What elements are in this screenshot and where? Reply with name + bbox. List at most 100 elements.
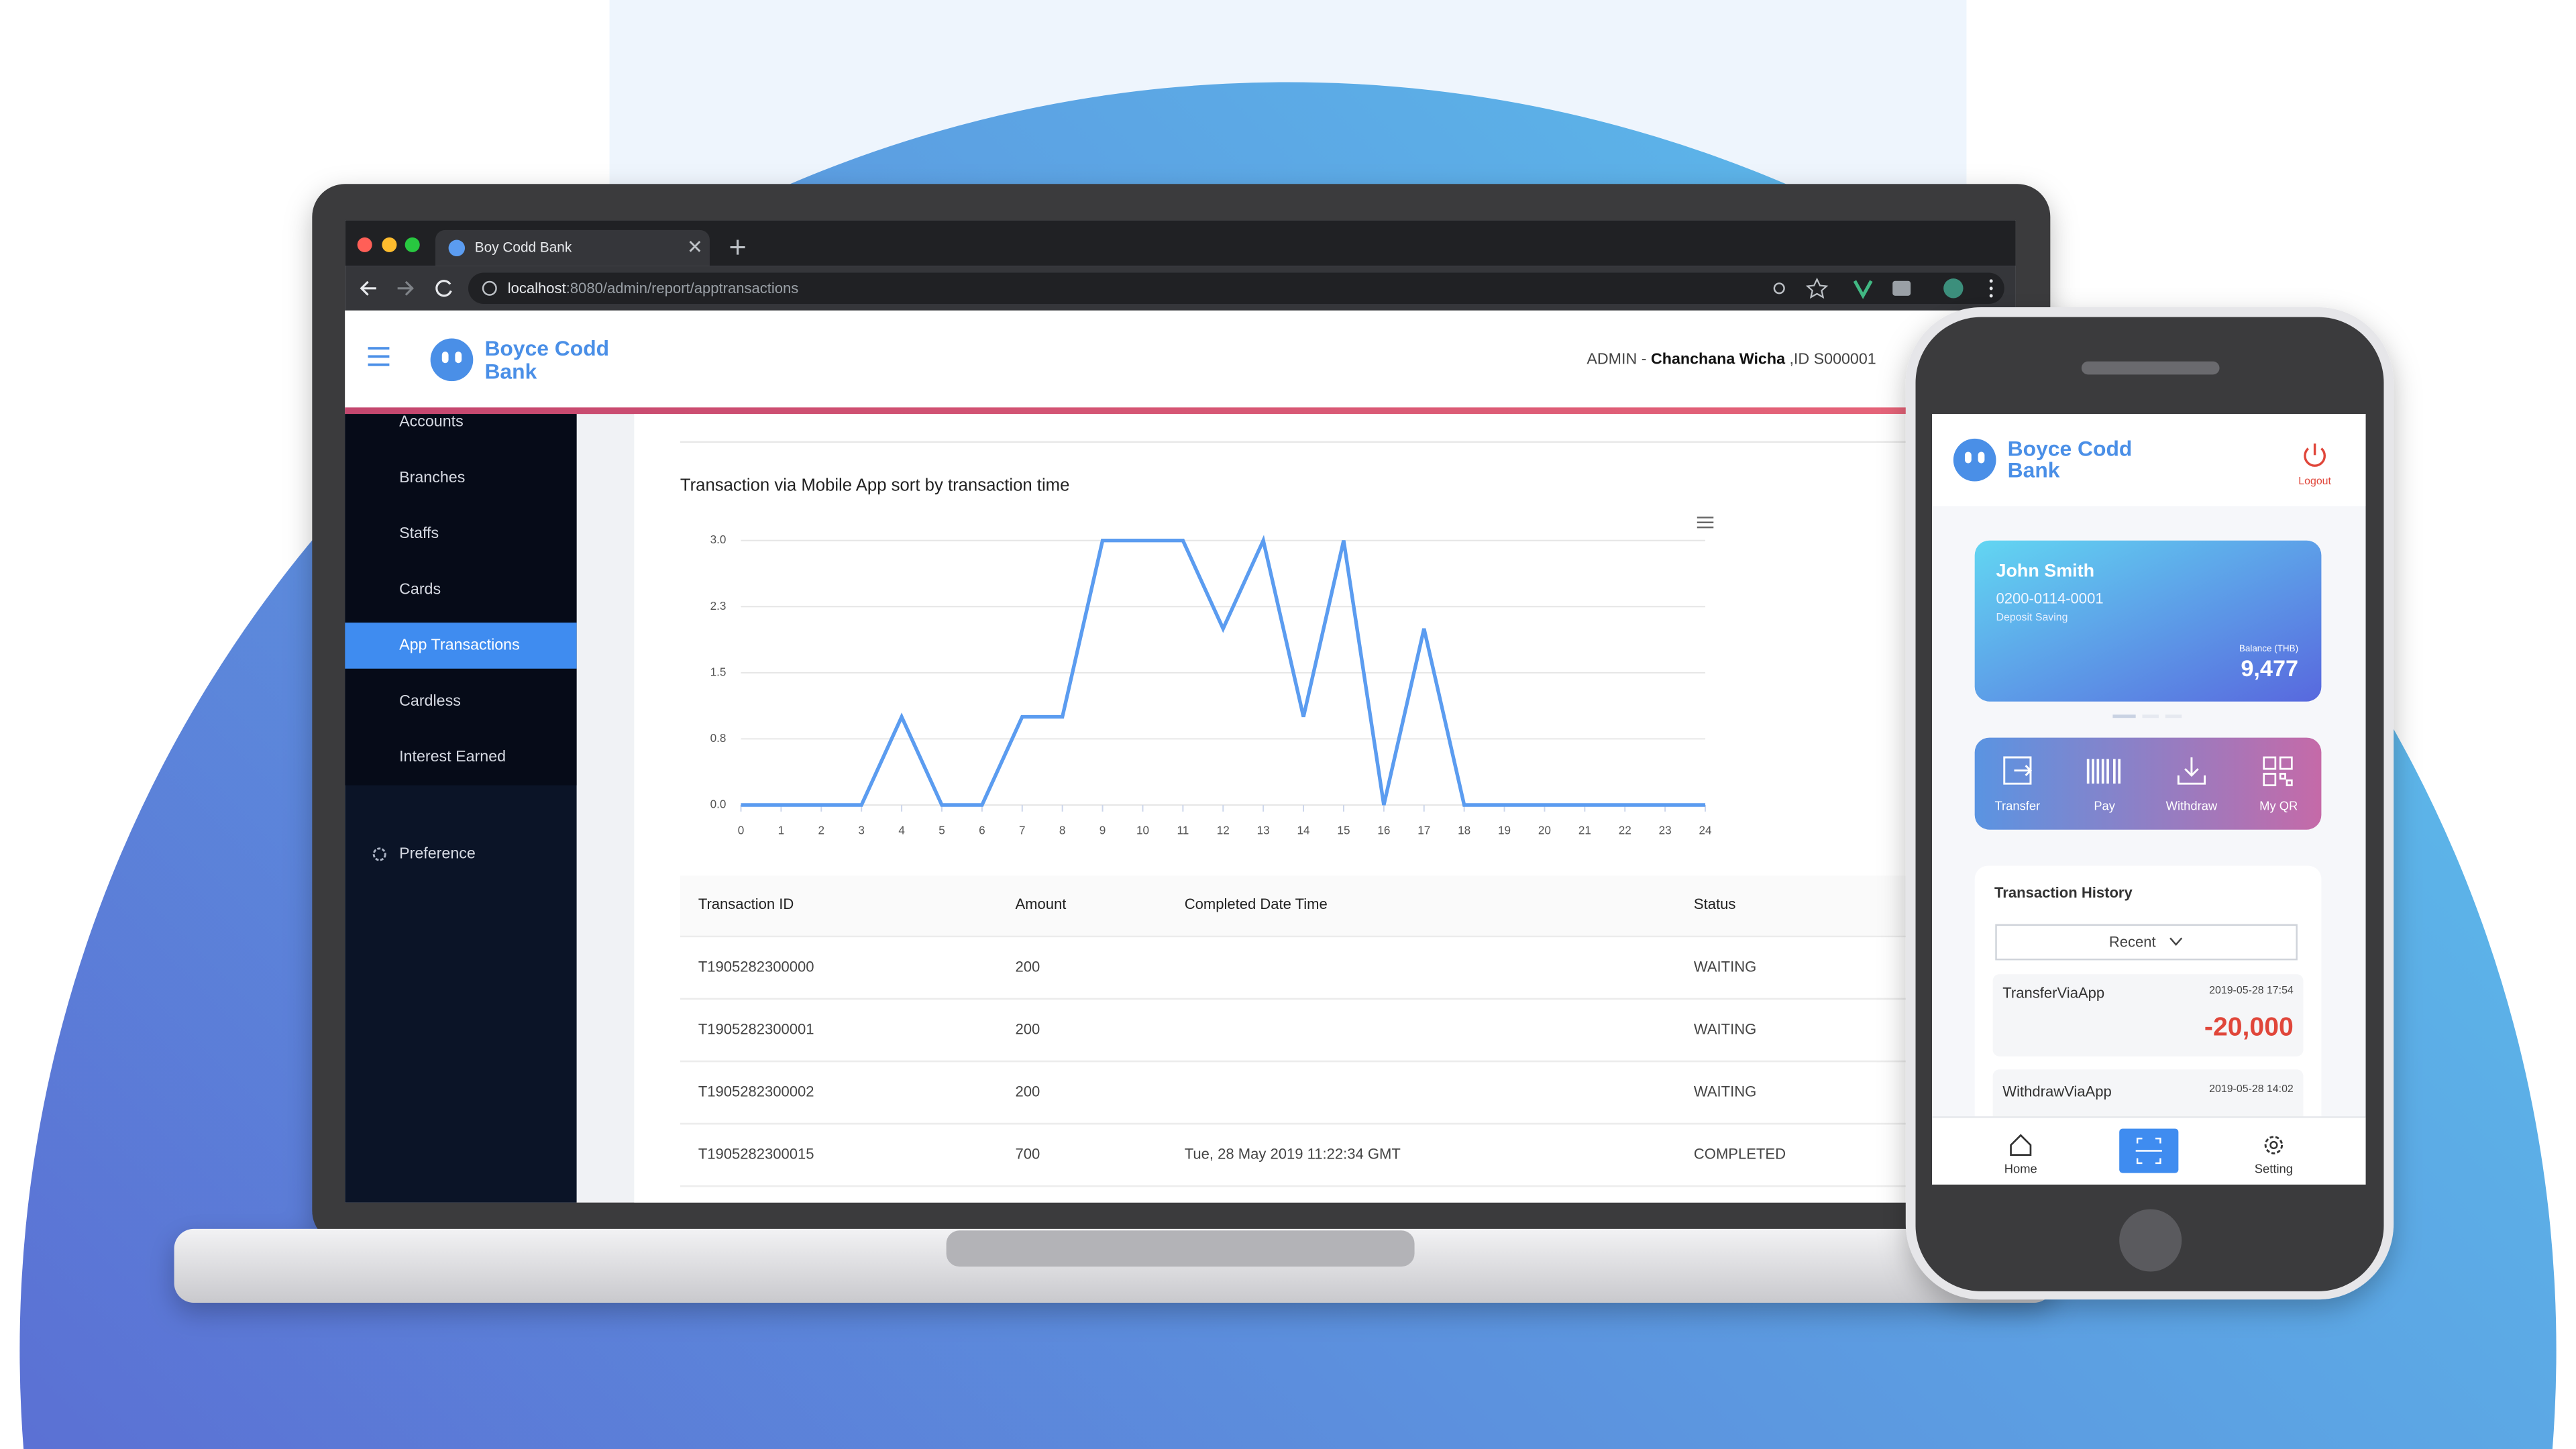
tab-favicon — [448, 239, 466, 257]
x-tick-label: 3 — [858, 824, 865, 837]
table-cell: 200 — [1015, 1083, 1040, 1099]
nav-label[interactable]: Setting — [2255, 1162, 2293, 1176]
table-cell: WAITING — [1694, 1083, 1756, 1099]
action-label[interactable]: Withdraw — [2166, 798, 2218, 812]
vue-devtools-icon[interactable] — [1853, 280, 1873, 299]
pay-icon — [2086, 759, 2121, 784]
x-tick-label: 5 — [938, 824, 945, 837]
user-info: ADMIN - Chanchana Wicha ,ID S000001 — [1587, 350, 1876, 367]
table-cell: T1905282300015 — [698, 1145, 814, 1162]
nav-label[interactable]: Home — [2004, 1162, 2037, 1176]
history-time: 2019-05-28 17:54 — [2209, 985, 2294, 996]
browser-tab[interactable] — [435, 229, 710, 266]
brand-name: Boyce Codd — [484, 336, 609, 360]
x-tick-label: 14 — [1297, 824, 1311, 837]
table-cell: 700 — [1015, 1145, 1040, 1162]
site-info-icon[interactable] — [482, 280, 497, 296]
address-bar[interactable] — [468, 272, 2004, 305]
history-filter-label: Recent — [2109, 934, 2156, 951]
column-header: Amount — [1015, 896, 1066, 912]
table-cell: Tue, 28 May 2019 11:22:34 GMT — [1185, 1145, 1401, 1162]
x-tick-label: 2 — [818, 824, 825, 837]
setting-icon-core — [2269, 1140, 2278, 1150]
chart-title: Transaction via Mobile App sort by trans… — [680, 476, 1069, 495]
reload-button[interactable] — [435, 280, 452, 297]
table-cell: COMPLETED — [1694, 1145, 1786, 1162]
card-holder: John Smith — [1996, 560, 2095, 580]
logo-eye — [441, 352, 449, 364]
action-bar — [1974, 737, 2322, 830]
history-filter[interactable] — [1995, 924, 2298, 961]
window-maximize[interactable] — [405, 237, 420, 252]
column-header: Transaction ID — [698, 896, 794, 912]
x-tick-label: 4 — [898, 824, 905, 837]
y-tick-label: 3.0 — [710, 533, 727, 546]
tab-close[interactable] — [689, 240, 701, 252]
new-tab[interactable] — [730, 239, 745, 255]
logo-eye — [1978, 451, 1985, 464]
sidebar-item[interactable]: Accounts — [399, 413, 464, 430]
sidebar-menu — [345, 414, 577, 786]
action-label[interactable]: Pay — [2094, 798, 2115, 812]
bookmark-icon[interactable] — [1805, 277, 1829, 299]
sidebar-item[interactable]: Interest Earned — [399, 747, 506, 765]
back-button[interactable] — [360, 280, 376, 296]
home-button[interactable] — [2119, 1209, 2182, 1272]
x-tick-label: 20 — [1538, 824, 1551, 837]
history-item[interactable] — [1992, 974, 2304, 1057]
tab-title: Boy Codd Bank — [475, 239, 572, 255]
phone-logo-mark — [1953, 438, 1996, 482]
x-tick-label: 17 — [1417, 824, 1430, 837]
scan-icon — [2135, 1137, 2162, 1165]
x-tick-label: 9 — [1099, 824, 1106, 837]
table-cell: WAITING — [1694, 958, 1756, 975]
table-cell: T1905282300000 — [698, 958, 814, 975]
logo-eye — [455, 352, 462, 364]
camera-icon[interactable] — [1892, 280, 1911, 296]
phone-brand: Boyce Codd — [2008, 436, 2133, 460]
phone-header — [1932, 414, 2366, 506]
chart-menu[interactable] — [1697, 517, 1714, 529]
logout-icon[interactable] — [2304, 443, 2326, 467]
profile-icon[interactable] — [1943, 278, 1964, 299]
logout[interactable]: Logout — [2298, 476, 2331, 487]
account-card[interactable] — [1974, 540, 2322, 702]
window-close[interactable] — [357, 237, 372, 252]
qr-icon — [2263, 756, 2293, 786]
actions: Transfer Pay Withdraw My QR — [1995, 798, 2298, 812]
transfer-icon — [2003, 756, 2033, 785]
table-cell: 200 — [1015, 958, 1040, 975]
action-label[interactable]: Transfer — [1995, 798, 2041, 812]
sidebar-items: Accounts Branches Staffs Cards App Transacti… — [345, 413, 577, 765]
x-tick-label: 10 — [1136, 824, 1149, 837]
hamburger-menu[interactable] — [368, 347, 390, 366]
table-cell: 200 — [1015, 1020, 1040, 1037]
pager-dot — [2112, 714, 2136, 718]
logo-eye — [1964, 451, 1972, 464]
settings-icon — [372, 847, 386, 861]
key-icon[interactable] — [1773, 282, 1785, 294]
x-tick-label: 6 — [979, 824, 985, 837]
user-id: ,ID S000001 — [1785, 350, 1876, 367]
header-accent — [345, 407, 2016, 415]
forward-button[interactable] — [397, 280, 414, 296]
sidebar-item[interactable]: Branches — [399, 468, 465, 486]
x-tick-label: 0 — [738, 824, 745, 837]
x-tick-label: 24 — [1699, 824, 1713, 837]
withdraw-icon — [2177, 757, 2206, 785]
window-minimize[interactable] — [382, 237, 397, 252]
action-label[interactable]: My QR — [2259, 798, 2298, 812]
y-tick-label: 0.8 — [710, 731, 727, 745]
sidebar-item[interactable]: Staffs — [399, 524, 439, 541]
sidebar-item[interactable]: Cards — [399, 580, 441, 597]
setting-icon[interactable] — [2264, 1136, 2284, 1155]
sidebar-setting[interactable]: Preference — [399, 845, 476, 862]
column-header: Status — [1694, 896, 1735, 912]
y-tick-label: 1.5 — [710, 665, 727, 678]
home-icon[interactable] — [2010, 1134, 2032, 1156]
sidebar-item[interactable]: App Transactions — [399, 636, 520, 653]
sidebar-item[interactable]: Cardless — [399, 692, 461, 709]
brand-name: Bank — [484, 359, 537, 383]
dropdown-arrow — [2169, 937, 2183, 947]
